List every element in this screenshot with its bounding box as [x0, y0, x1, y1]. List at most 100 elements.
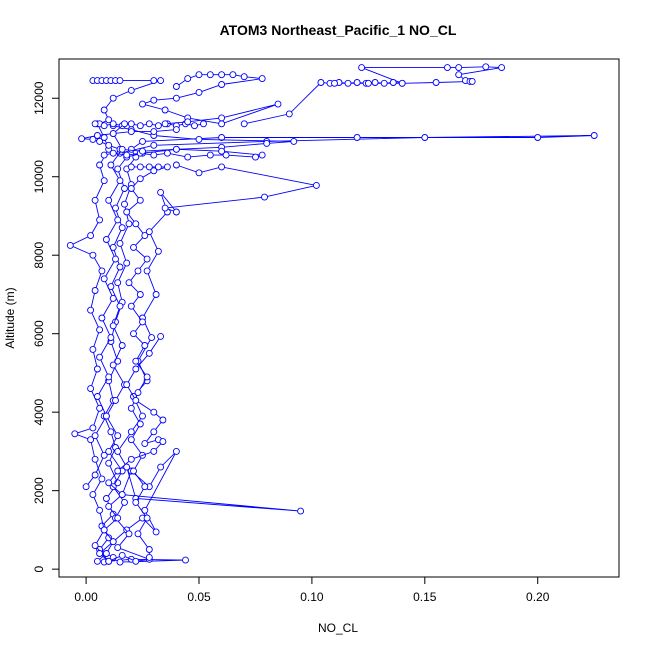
data-point [136, 175, 144, 183]
data-point [150, 428, 158, 436]
data-point [274, 100, 282, 108]
data-point [114, 514, 122, 522]
data-point [134, 530, 142, 538]
data-point [91, 120, 99, 128]
data-point [105, 373, 113, 381]
data-point [109, 322, 117, 330]
data-point [118, 551, 126, 559]
data-point [154, 163, 162, 171]
data-point [118, 145, 126, 153]
data-point [145, 553, 153, 561]
data-point [96, 353, 104, 361]
data-point [114, 467, 122, 475]
data-point [105, 459, 113, 467]
data-point [141, 483, 149, 491]
data-point [116, 558, 124, 566]
data-point [78, 135, 86, 143]
data-point [96, 161, 104, 169]
data-point [159, 416, 167, 424]
data-point [102, 236, 110, 243]
data-point [261, 193, 268, 201]
series-6 [139, 71, 282, 128]
data-point [89, 491, 97, 499]
data-point [127, 163, 135, 171]
data-point [132, 498, 140, 506]
data-point [96, 506, 104, 514]
y-tick-label: 0 [32, 565, 46, 572]
data-point [121, 185, 128, 192]
data-point [358, 64, 366, 72]
data-point [161, 204, 169, 212]
series-10 [82, 120, 128, 491]
data-point [139, 147, 146, 155]
data-point [218, 114, 226, 122]
data-point [123, 151, 131, 159]
data-point [100, 106, 108, 114]
data-point [66, 241, 74, 249]
data-point [150, 447, 158, 455]
data-point [184, 153, 192, 161]
data-point [150, 141, 158, 149]
data-point [455, 71, 463, 79]
data-point [96, 137, 104, 145]
data-point [317, 79, 325, 86]
data-point [116, 239, 124, 247]
data-point [218, 81, 226, 88]
data-point [172, 161, 180, 169]
data-point [285, 110, 293, 118]
data-point [161, 120, 169, 128]
data-point [93, 557, 101, 565]
data-point [93, 132, 101, 139]
data-point [107, 428, 115, 436]
data-point [127, 120, 135, 128]
y-tick-label: 8000 [32, 242, 46, 269]
data-point [380, 79, 388, 87]
data-point [116, 263, 124, 271]
data-point [127, 436, 135, 444]
series-line [98, 135, 595, 563]
data-point [98, 475, 106, 483]
data-point [172, 145, 180, 153]
data-point [134, 267, 142, 275]
data-point [100, 451, 108, 459]
data-point [139, 412, 146, 420]
data-point [114, 544, 122, 552]
data-point [71, 430, 79, 438]
data-point [145, 163, 153, 171]
data-point [141, 342, 149, 349]
data-point [105, 557, 113, 565]
data-point [89, 251, 97, 259]
data-point [109, 149, 117, 157]
data-point [218, 134, 226, 141]
data-point [118, 491, 126, 499]
data-point [105, 116, 113, 124]
data-point [455, 64, 463, 72]
data-point [130, 467, 137, 475]
data-point [109, 130, 117, 138]
data-point [116, 77, 124, 85]
data-point [297, 507, 305, 515]
data-point [118, 224, 126, 232]
data-point [154, 247, 162, 255]
data-point [100, 526, 108, 534]
data-point [150, 128, 158, 136]
data-point [150, 96, 158, 104]
data-point [218, 147, 226, 155]
data-point [157, 77, 165, 85]
plot-area [66, 63, 598, 566]
data-point [534, 134, 542, 141]
data-point [150, 151, 158, 159]
data-point [87, 385, 95, 393]
data-point [96, 326, 104, 334]
x-tick-label: 0.15 [413, 590, 437, 604]
data-point [114, 165, 122, 173]
data-point [184, 118, 192, 126]
data-point [172, 208, 180, 216]
y-tick-label: 6000 [32, 320, 46, 347]
data-point [184, 75, 192, 83]
data-point [389, 79, 397, 86]
series-line [244, 66, 502, 125]
data-point [127, 145, 135, 153]
data-point [258, 151, 266, 159]
data-point [109, 94, 117, 102]
